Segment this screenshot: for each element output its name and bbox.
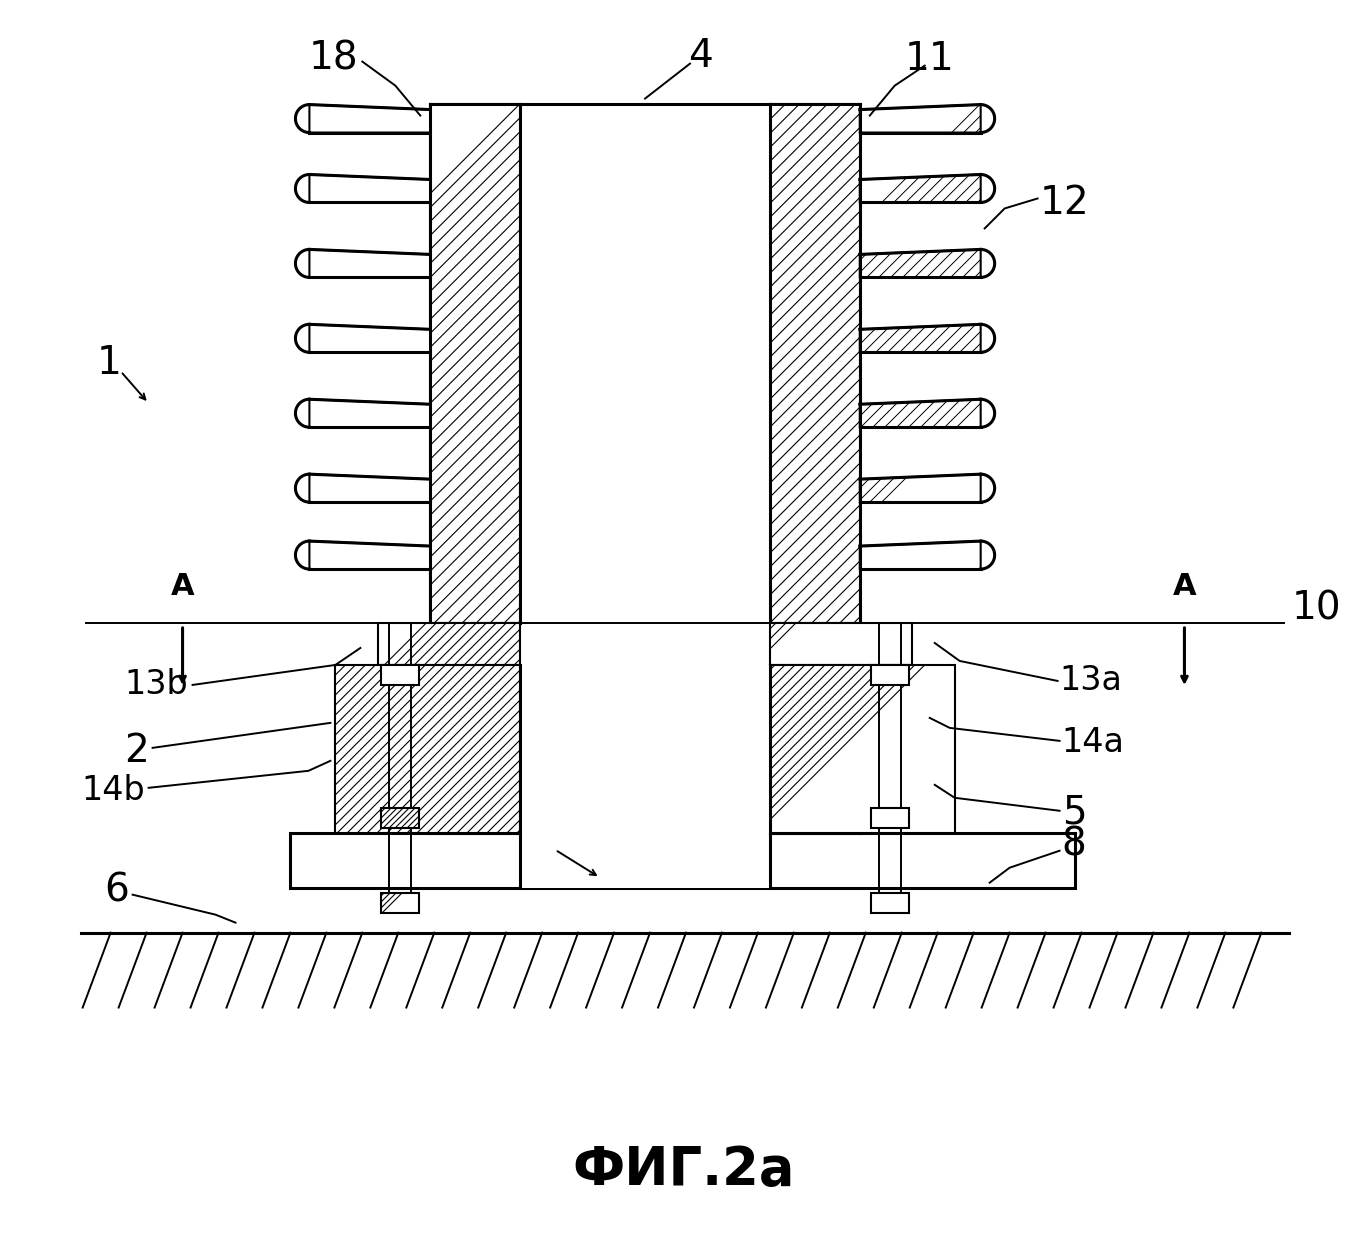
Bar [770,623,911,665]
Text: ФИГ.2а: ФИГ.2а [573,1144,795,1196]
Bar [520,832,770,888]
Polygon shape [860,105,981,132]
Bar [770,104,860,623]
Polygon shape [309,399,431,427]
Polygon shape [860,399,981,427]
Polygon shape [860,249,981,277]
Bar [382,665,420,684]
Bar [431,104,520,623]
Bar [520,665,770,832]
Polygon shape [309,105,431,132]
Text: 13b: 13b [124,668,189,702]
Text: 6: 6 [104,872,129,910]
Text: 4: 4 [688,37,713,75]
Text: 5: 5 [1062,794,1086,832]
Bar [431,665,520,832]
Polygon shape [309,475,431,502]
Polygon shape [309,175,431,202]
Text: 1: 1 [96,344,122,382]
Polygon shape [860,175,981,202]
Polygon shape [309,324,431,353]
Text: 11: 11 [904,39,955,78]
Bar [871,808,908,827]
Polygon shape [860,475,981,502]
Text: 2: 2 [124,732,149,769]
Polygon shape [309,541,431,570]
Bar [520,665,770,832]
Bar [382,893,420,912]
Bar [871,665,908,684]
Text: 13a: 13a [1060,665,1123,698]
Text: 12: 12 [1040,185,1089,222]
Bar [871,893,908,912]
Bar [335,665,520,832]
Bar [379,623,520,665]
Bar [382,808,420,827]
Text: A: A [171,572,194,600]
Text: 18: 18 [309,39,358,78]
Bar [290,832,1074,888]
Polygon shape [860,324,981,353]
Polygon shape [309,249,431,277]
Polygon shape [860,541,981,570]
Bar [520,104,770,623]
Text: 14a: 14a [1062,726,1124,760]
Text: 14b: 14b [82,774,145,808]
Text: 8: 8 [1062,826,1086,864]
Bar [770,665,955,832]
Bar [770,665,860,832]
Text: A: A [1172,572,1196,600]
Text: 10: 10 [1291,589,1341,628]
